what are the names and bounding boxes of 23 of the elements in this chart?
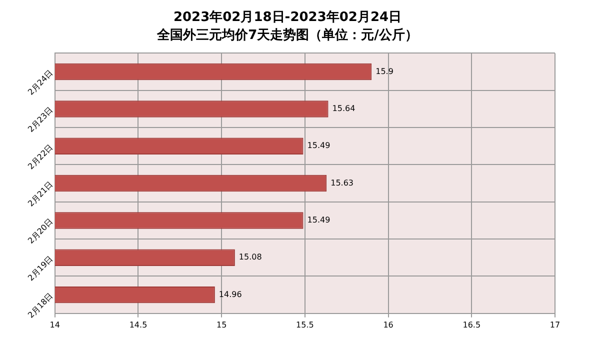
- x-tick-label: 15.5: [296, 320, 314, 330]
- x-tick-label: 14.5: [129, 320, 148, 330]
- data-label: 15.49: [307, 141, 330, 150]
- y-tick-label: 2月24日: [26, 68, 55, 97]
- data-label: 15.49: [307, 216, 330, 225]
- x-tick-label: 15: [216, 320, 227, 330]
- chart-title: 2023年02月18日-2023年02月24日: [173, 10, 402, 26]
- data-label: 15.08: [238, 252, 262, 262]
- data-label: 15.9: [376, 66, 394, 76]
- y-tick-label: 2月21日: [26, 180, 55, 208]
- y-tick-label: 2月22日: [26, 142, 55, 172]
- y-tick-label: 2月19日: [26, 254, 55, 283]
- data-label: 15.64: [332, 104, 356, 114]
- y-tick-label: 2月20日: [26, 216, 55, 246]
- y-tick-label: 2月23日: [26, 105, 55, 134]
- x-tick-label: 14: [50, 320, 60, 330]
- x-tick-label: 16: [383, 320, 394, 330]
- chart-subtitle: 全国外三元均价7天走势图（单位：元/公斤）: [156, 26, 418, 43]
- data-label: 15.63: [330, 178, 354, 188]
- x-tick-label: 17: [550, 320, 560, 330]
- x-tick-label: 16.5: [462, 320, 481, 330]
- y-tick-label: 2月18日: [26, 291, 55, 320]
- data-label: 14.96: [218, 290, 242, 299]
